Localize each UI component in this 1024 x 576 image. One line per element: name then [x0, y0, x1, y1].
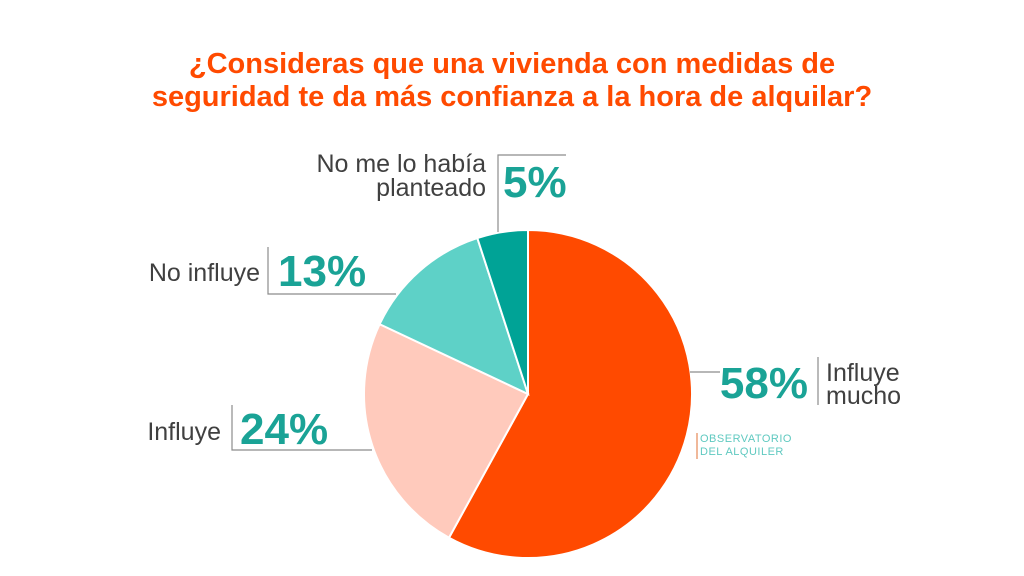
percent-label-no-influye: 13% [278, 247, 366, 296]
percent-label-influye-mucho: 58% [720, 359, 808, 408]
logo-line-1: OBSERVATORIO [700, 433, 792, 445]
observatorio-logo: OBSERVATORIO DEL ALQUILER [696, 433, 792, 459]
pie-slice-no-influye [378, 236, 530, 396]
leader-no-influye [267, 247, 396, 295]
chart-title-line-1: ¿Consideras que una vivienda con medidas… [188, 48, 836, 80]
chart-title: ¿Consideras que una vivienda con medidas… [0, 48, 1024, 114]
category-label-no-me-lo-habia-planteado-line-2: planteado [376, 174, 486, 202]
category-label-no-influye: No influye [149, 259, 260, 287]
pie-slice-influye [363, 322, 530, 540]
logo-line-2: DEL ALQUILER [700, 446, 784, 458]
category-label-no-me-lo-habia-planteado-line-1: No me lo había [316, 150, 486, 178]
leader-no-me-lo-habia-planteado [497, 154, 566, 232]
percent-label-influye: 24% [240, 405, 328, 454]
leader-influye-mucho [690, 357, 819, 405]
pie-slice-influye-mucho [447, 228, 693, 559]
leader-lines [231, 154, 819, 451]
percent-label-no-me-lo-habia-planteado: 5% [503, 158, 567, 207]
category-label-influye: Influye [147, 418, 221, 446]
pie-slices [363, 228, 693, 559]
category-label-influye-mucho-line-1: Influye [826, 359, 900, 387]
leader-influye [231, 405, 372, 451]
category-label-influye-mucho-line-2: mucho [826, 382, 901, 410]
chart-title-line-2: seguridad te da más confianza a la hora … [151, 81, 873, 113]
pie-slice-no-me-lo-habia-planteado [476, 228, 529, 395]
